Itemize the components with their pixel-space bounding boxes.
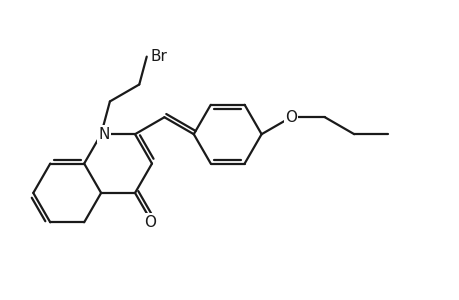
Text: Br: Br (150, 49, 167, 64)
Text: N: N (98, 127, 109, 142)
Text: O: O (144, 214, 156, 230)
Text: O: O (285, 110, 297, 125)
